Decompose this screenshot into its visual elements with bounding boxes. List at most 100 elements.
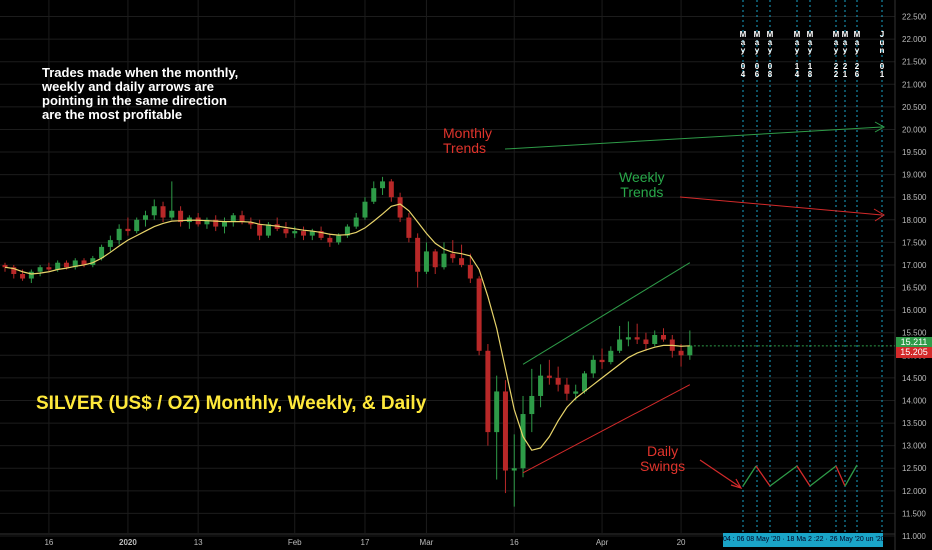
daily-swings-label: Daily Swings	[640, 443, 686, 474]
daily-swing-segment	[835, 465, 846, 487]
daily-pointer-arrowhead	[730, 478, 743, 489]
candle-body	[151, 206, 157, 216]
candle-body	[397, 197, 403, 218]
candle-body	[538, 375, 544, 396]
candle-body	[661, 334, 666, 340]
candle-body	[336, 235, 342, 243]
moving-average-line	[4, 203, 690, 451]
candle-body	[643, 339, 649, 345]
candle-body	[125, 228, 131, 232]
candle-body	[599, 359, 605, 363]
candle-body	[46, 267, 52, 270]
candle-body	[107, 240, 113, 247]
x-tick-label: 17	[361, 538, 370, 547]
candle-body	[353, 217, 359, 227]
candle-body	[520, 414, 526, 469]
crosshair-date-strip: 04 : 06 08 May '20 · 18 Ma 2 :22 · 26 Ma…	[723, 533, 883, 547]
candle-body	[687, 345, 693, 356]
candle-body	[344, 226, 350, 236]
future-date-label: M a y 2 1	[841, 30, 849, 79]
monthly-arrowhead	[874, 121, 886, 133]
daily-swing-segment	[755, 465, 771, 487]
candle-body	[617, 339, 623, 351]
candle-body	[652, 334, 658, 345]
y-tick-label: 17.500	[902, 238, 927, 247]
candle-body	[608, 350, 614, 363]
candle-body	[511, 468, 517, 471]
monthly-trends-label: Monthly Trends	[443, 125, 493, 156]
candle-body	[529, 395, 535, 415]
y-tick-label: 21.500	[902, 58, 927, 67]
y-tick-label: 12.500	[902, 464, 927, 473]
x-tick-label: Feb	[288, 538, 302, 547]
candle-body	[625, 337, 631, 340]
candle-body	[555, 377, 561, 385]
x-tick-label: Mar	[420, 538, 434, 547]
candle-body	[99, 246, 105, 259]
candle-body	[441, 253, 447, 268]
candle-body	[362, 201, 368, 218]
candle-body	[81, 260, 87, 265]
monthly-trend-arrow	[504, 126, 883, 150]
daily-swing-segment	[809, 465, 837, 487]
candle-body	[494, 391, 500, 433]
future-date-label: M a y 0 4	[739, 30, 747, 79]
candle-body	[459, 258, 465, 265]
candle-body	[239, 215, 245, 223]
candle-body	[265, 224, 271, 236]
daily-swing-segment	[769, 465, 798, 487]
candle-body	[90, 258, 96, 265]
candle-body	[37, 267, 43, 272]
weekly-trend-arrow	[679, 196, 883, 216]
candle-body	[283, 228, 289, 234]
candle-body	[380, 181, 386, 189]
y-tick-label: 11.500	[902, 509, 926, 518]
y-tick-label: 20.000	[902, 125, 927, 134]
candle-body	[634, 337, 640, 340]
candle-body	[546, 375, 552, 378]
trades-note: Trades made when the monthly, weekly and…	[42, 65, 239, 122]
x-tick-label: 2020	[119, 538, 137, 547]
candle-body	[564, 384, 570, 394]
candle-body	[178, 210, 184, 223]
candle-body	[248, 222, 254, 225]
candle-body	[581, 373, 587, 392]
y-tick-label: 14.500	[902, 374, 927, 383]
candle-body	[11, 267, 17, 274]
x-tick-label: 20	[677, 538, 686, 547]
candle-body	[20, 274, 26, 279]
future-date-label: M a y 1 4	[793, 30, 801, 79]
candle-body	[467, 264, 473, 279]
candle-body	[222, 222, 227, 227]
candle-body	[388, 181, 394, 198]
candle-body	[213, 219, 219, 227]
candle-body	[230, 215, 236, 223]
y-tick-label: 14.000	[902, 396, 927, 405]
future-date-label: M a y 0 6	[753, 30, 761, 79]
daily-swing-segment	[844, 464, 858, 487]
y-tick-label: 15.500	[902, 329, 927, 338]
candle-body	[318, 231, 324, 238]
y-tick-label: 21.000	[902, 80, 927, 89]
daily-pointer-arrow	[699, 459, 741, 488]
candle-body	[678, 350, 684, 356]
chart-title: SILVER (US$ / OZ) Monthly, Weekly, & Dai…	[36, 393, 427, 414]
daily-swing-segment	[796, 465, 811, 487]
y-tick-label: 19.000	[902, 171, 927, 180]
y-tick-label: 12.000	[902, 487, 927, 496]
candle-body	[169, 210, 175, 218]
y-tick-label: 16.000	[902, 306, 927, 315]
candle-body	[476, 278, 482, 351]
candle-body	[327, 237, 333, 243]
y-tick-label: 22.500	[902, 13, 927, 22]
weekly-arrowhead	[873, 208, 885, 222]
x-tick-label: 16	[44, 538, 53, 547]
channel-upper-line	[522, 262, 691, 365]
y-tick-label: 17.000	[902, 261, 927, 270]
candle-body	[2, 264, 8, 268]
candle-body	[301, 231, 307, 236]
y-tick-label: 22.000	[902, 35, 927, 44]
future-date-label: M a y 0 8	[766, 30, 774, 79]
prev-close-tag: 15.205	[896, 347, 932, 358]
